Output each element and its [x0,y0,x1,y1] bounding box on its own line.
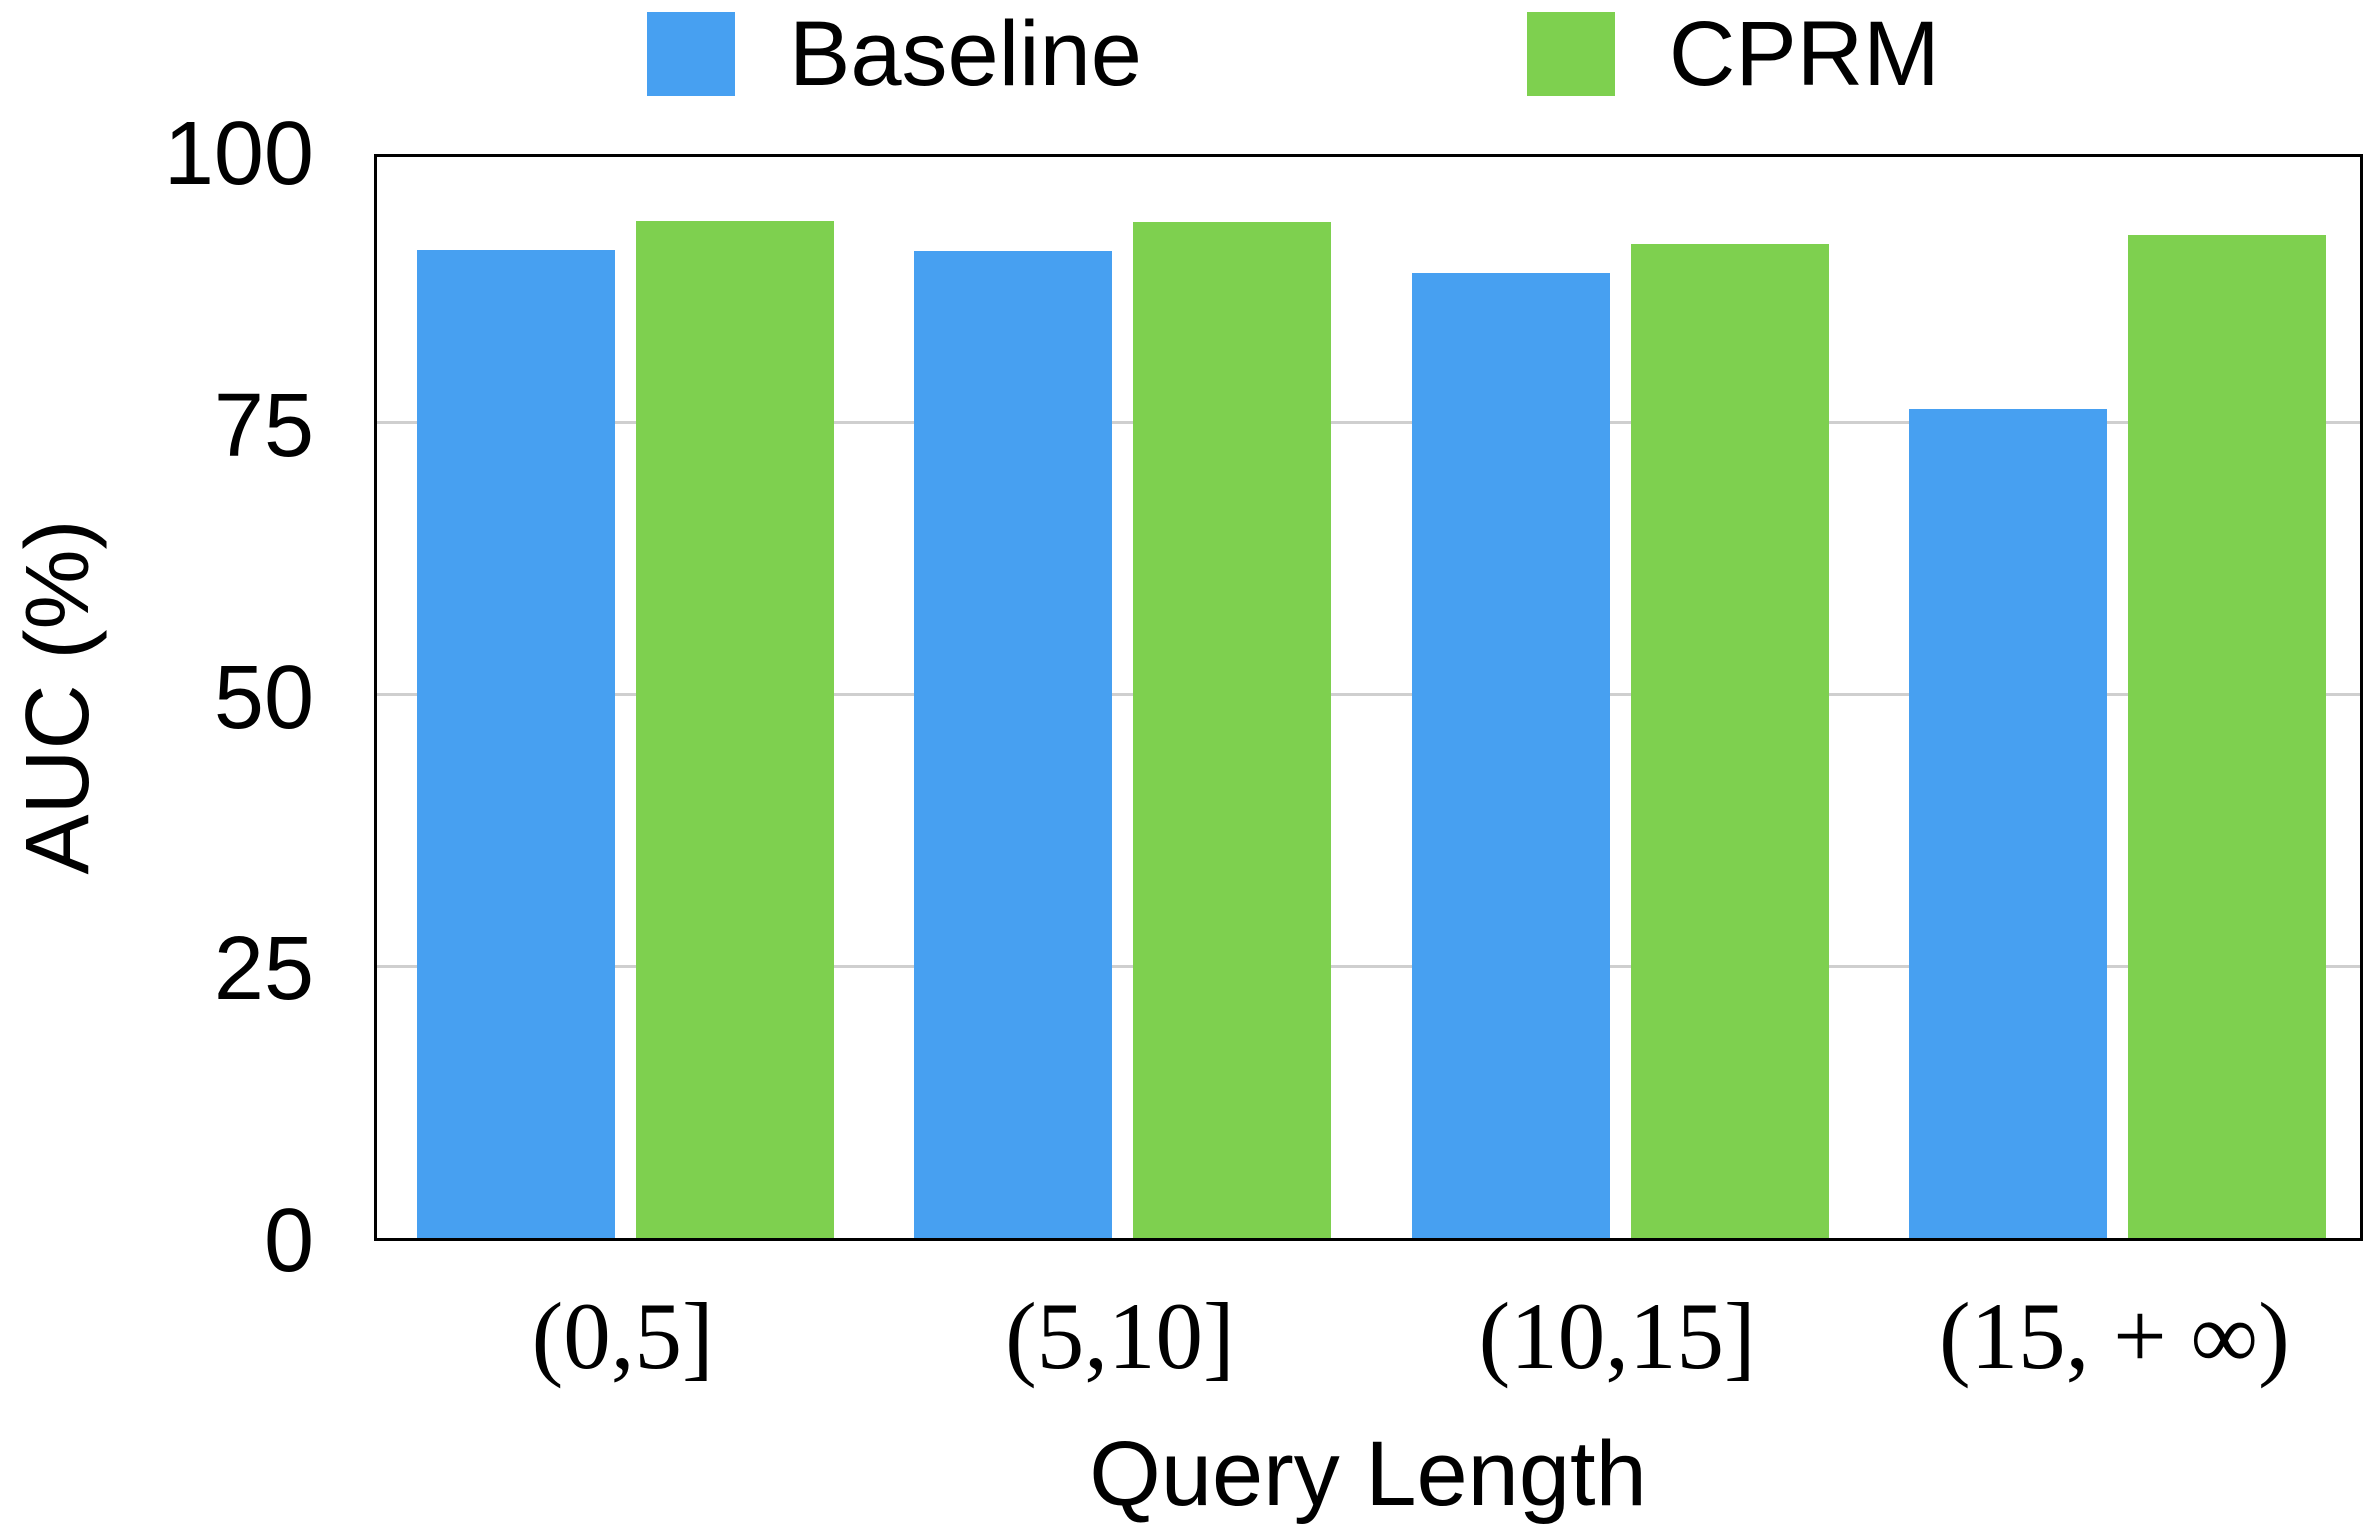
y-tick-label-75: 75 [213,375,314,476]
x-axis-title: Query Length [1089,1423,1647,1525]
x-tick-label-group1: (0,5] [531,1283,714,1389]
bar-cprm-group4 [2127,234,2326,1238]
plot-area [374,154,2363,1241]
legend-label-baseline: Baseline [789,3,1142,105]
legend-swatch-baseline [647,12,735,96]
legend-label-cprm: CPRM [1668,3,1940,105]
bar-baseline-group4 [1908,408,2107,1238]
bar-cprm-group3 [1630,244,1829,1238]
y-tick-label-50: 50 [213,647,314,748]
legend-item-cprm: CPRM [1526,3,1940,105]
y-tick-label-100: 100 [163,104,314,204]
bar-cprm-group2 [1133,221,1332,1238]
legend-item-baseline: Baseline [647,8,1142,100]
bar-baseline-group1 [417,249,616,1238]
legend-swatch-cprm [1526,12,1615,96]
gridline-25 [377,964,2360,968]
gridline-50 [377,693,2360,696]
bar-cprm-group1 [636,220,835,1238]
y-tick-label-25: 25 [213,919,314,1020]
y-tick-label-0: 0 [263,1191,314,1291]
chart-legend: Baseline CPRM [647,8,1940,100]
x-tick-label-group2: (5,10] [1005,1283,1235,1389]
x-tick-label-group3: (10,15] [1478,1283,1756,1389]
bar-baseline-group3 [1411,272,1610,1238]
bar-baseline-group2 [914,251,1113,1238]
gridline-75 [377,421,2360,425]
x-tick-label-group4: (15, + ∞) [1938,1283,2290,1389]
